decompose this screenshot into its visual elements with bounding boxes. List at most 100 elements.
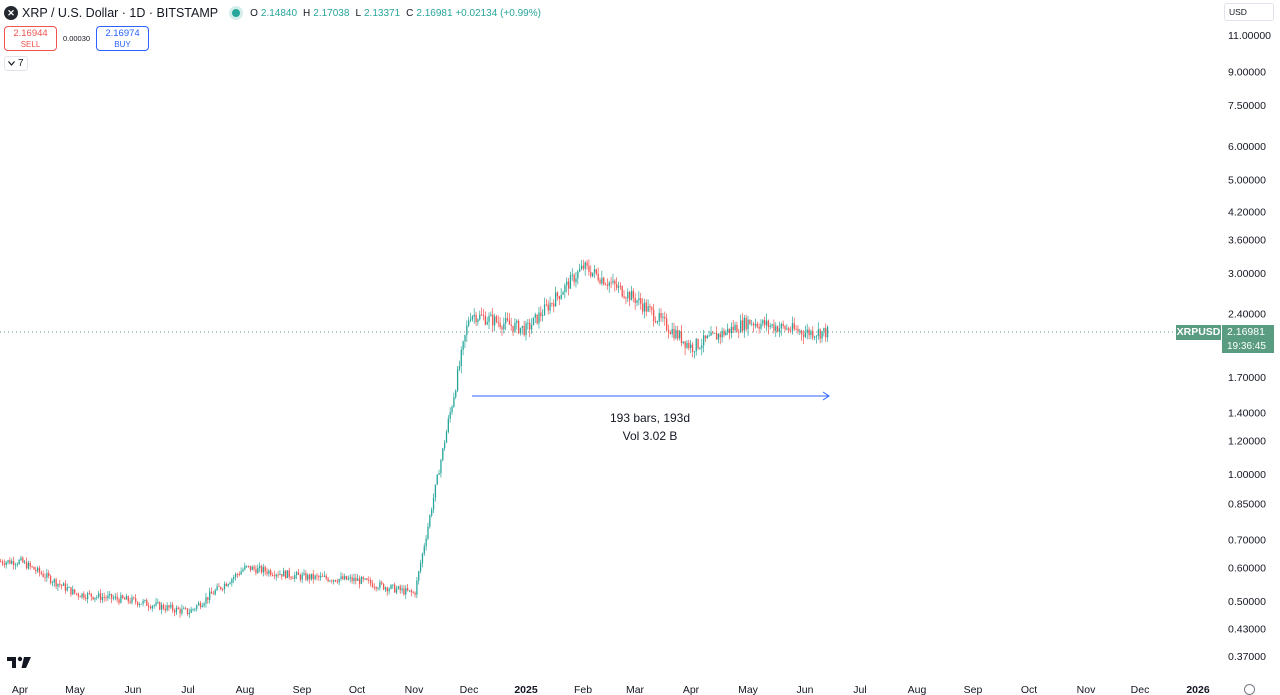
- candle: [40, 570, 42, 576]
- candle-body: [27, 562, 30, 569]
- candle-body: [344, 576, 346, 580]
- candle: [277, 571, 279, 578]
- candle-body: [61, 584, 63, 586]
- gear-icon[interactable]: [1244, 684, 1255, 695]
- price-axis-tick: 0.43000: [1228, 623, 1266, 635]
- candle-body: [303, 573, 305, 575]
- candle: [701, 338, 703, 356]
- candle-body: [738, 331, 740, 333]
- candle: [438, 469, 440, 475]
- candle: [575, 272, 577, 288]
- candle: [579, 263, 581, 273]
- candle-body: [643, 302, 646, 312]
- candle: [765, 313, 768, 332]
- candle-body: [510, 324, 512, 326]
- candle: [255, 565, 257, 576]
- candle: [347, 575, 350, 581]
- candle-body: [386, 587, 388, 592]
- candle: [99, 589, 102, 604]
- candle-body: [673, 328, 675, 339]
- time-axis-tick: Dec: [1131, 684, 1150, 695]
- candle-body: [567, 281, 570, 289]
- candle-body: [77, 593, 79, 597]
- candle: [227, 583, 229, 588]
- candle: [484, 311, 486, 326]
- candle-body: [788, 328, 790, 331]
- candle-body: [730, 326, 733, 334]
- candle: [394, 582, 396, 594]
- candle-body: [686, 342, 688, 348]
- candle-body: [477, 319, 479, 323]
- candle-body: [752, 323, 755, 326]
- candle-body: [456, 369, 459, 391]
- candle: [573, 272, 575, 286]
- candle-body: [425, 538, 427, 547]
- candle-body: [109, 593, 111, 596]
- time-axis[interactable]: Apr May Jun Jul Aug Sep Oct Nov Dec 2025 Feb Mar Apr…: [12, 684, 1210, 695]
- candle-body: [601, 277, 603, 284]
- candle: [138, 602, 141, 608]
- candle: [244, 562, 246, 571]
- candle: [297, 569, 300, 575]
- candle: [49, 574, 52, 585]
- measure-tool[interactable]: [472, 391, 830, 401]
- candle: [151, 604, 153, 612]
- symbol-title[interactable]: XRP / U.S. Dollar · 1D · BITSTAMP: [22, 6, 219, 20]
- candle-body: [251, 566, 253, 571]
- candle-body: [826, 326, 829, 338]
- candle-body: [797, 329, 799, 332]
- candle-body: [136, 601, 139, 606]
- candle: [299, 573, 301, 582]
- candle: [797, 325, 799, 335]
- candle: [123, 596, 126, 600]
- candle: [281, 573, 283, 580]
- candle: [649, 303, 651, 313]
- candle-body: [592, 272, 594, 277]
- candle-body: [14, 564, 17, 566]
- candle: [664, 311, 666, 326]
- candle-body: [564, 285, 566, 293]
- candle: [371, 580, 374, 588]
- buy-button[interactable]: 2.16974 BUY: [96, 26, 149, 51]
- candle: [35, 566, 37, 575]
- candle: [222, 587, 224, 592]
- candle-body: [488, 316, 490, 322]
- candle-body: [370, 579, 372, 584]
- candle-body: [536, 314, 538, 324]
- candle: [223, 581, 226, 594]
- candle-body: [555, 292, 557, 307]
- candle: [157, 598, 159, 605]
- candle-body: [542, 315, 544, 316]
- currency-select[interactable]: USD: [1224, 3, 1274, 21]
- candle: [808, 326, 810, 340]
- price-axis[interactable]: 11.00000 9.00000 7.50000 6.00000 5.00000 4.20…: [1228, 30, 1271, 663]
- candle-body: [299, 574, 301, 580]
- tradingview-logo-icon[interactable]: [6, 655, 32, 669]
- candle: [170, 602, 172, 610]
- candle: [571, 268, 573, 281]
- sell-button[interactable]: 2.16944 SELL: [4, 26, 57, 51]
- candle: [197, 600, 200, 606]
- candle: [318, 574, 320, 582]
- candle-body: [275, 574, 277, 577]
- candle: [627, 288, 629, 303]
- candle: [728, 328, 731, 340]
- candle-body: [445, 431, 448, 443]
- candle: [695, 337, 697, 356]
- candle-body: [447, 418, 449, 432]
- candle: [312, 569, 314, 584]
- candle: [699, 346, 701, 350]
- candle-body: [48, 573, 50, 576]
- candle-body: [257, 567, 259, 574]
- candle-body: [357, 578, 359, 581]
- candle: [259, 562, 261, 573]
- candle-body: [712, 332, 714, 334]
- candle: [173, 608, 176, 617]
- candle-body: [595, 269, 597, 274]
- candle-body: [577, 271, 579, 279]
- candle: [678, 329, 681, 341]
- candle-body: [62, 583, 65, 586]
- candle-body: [408, 590, 411, 592]
- indicators-toggle[interactable]: 7: [4, 56, 28, 71]
